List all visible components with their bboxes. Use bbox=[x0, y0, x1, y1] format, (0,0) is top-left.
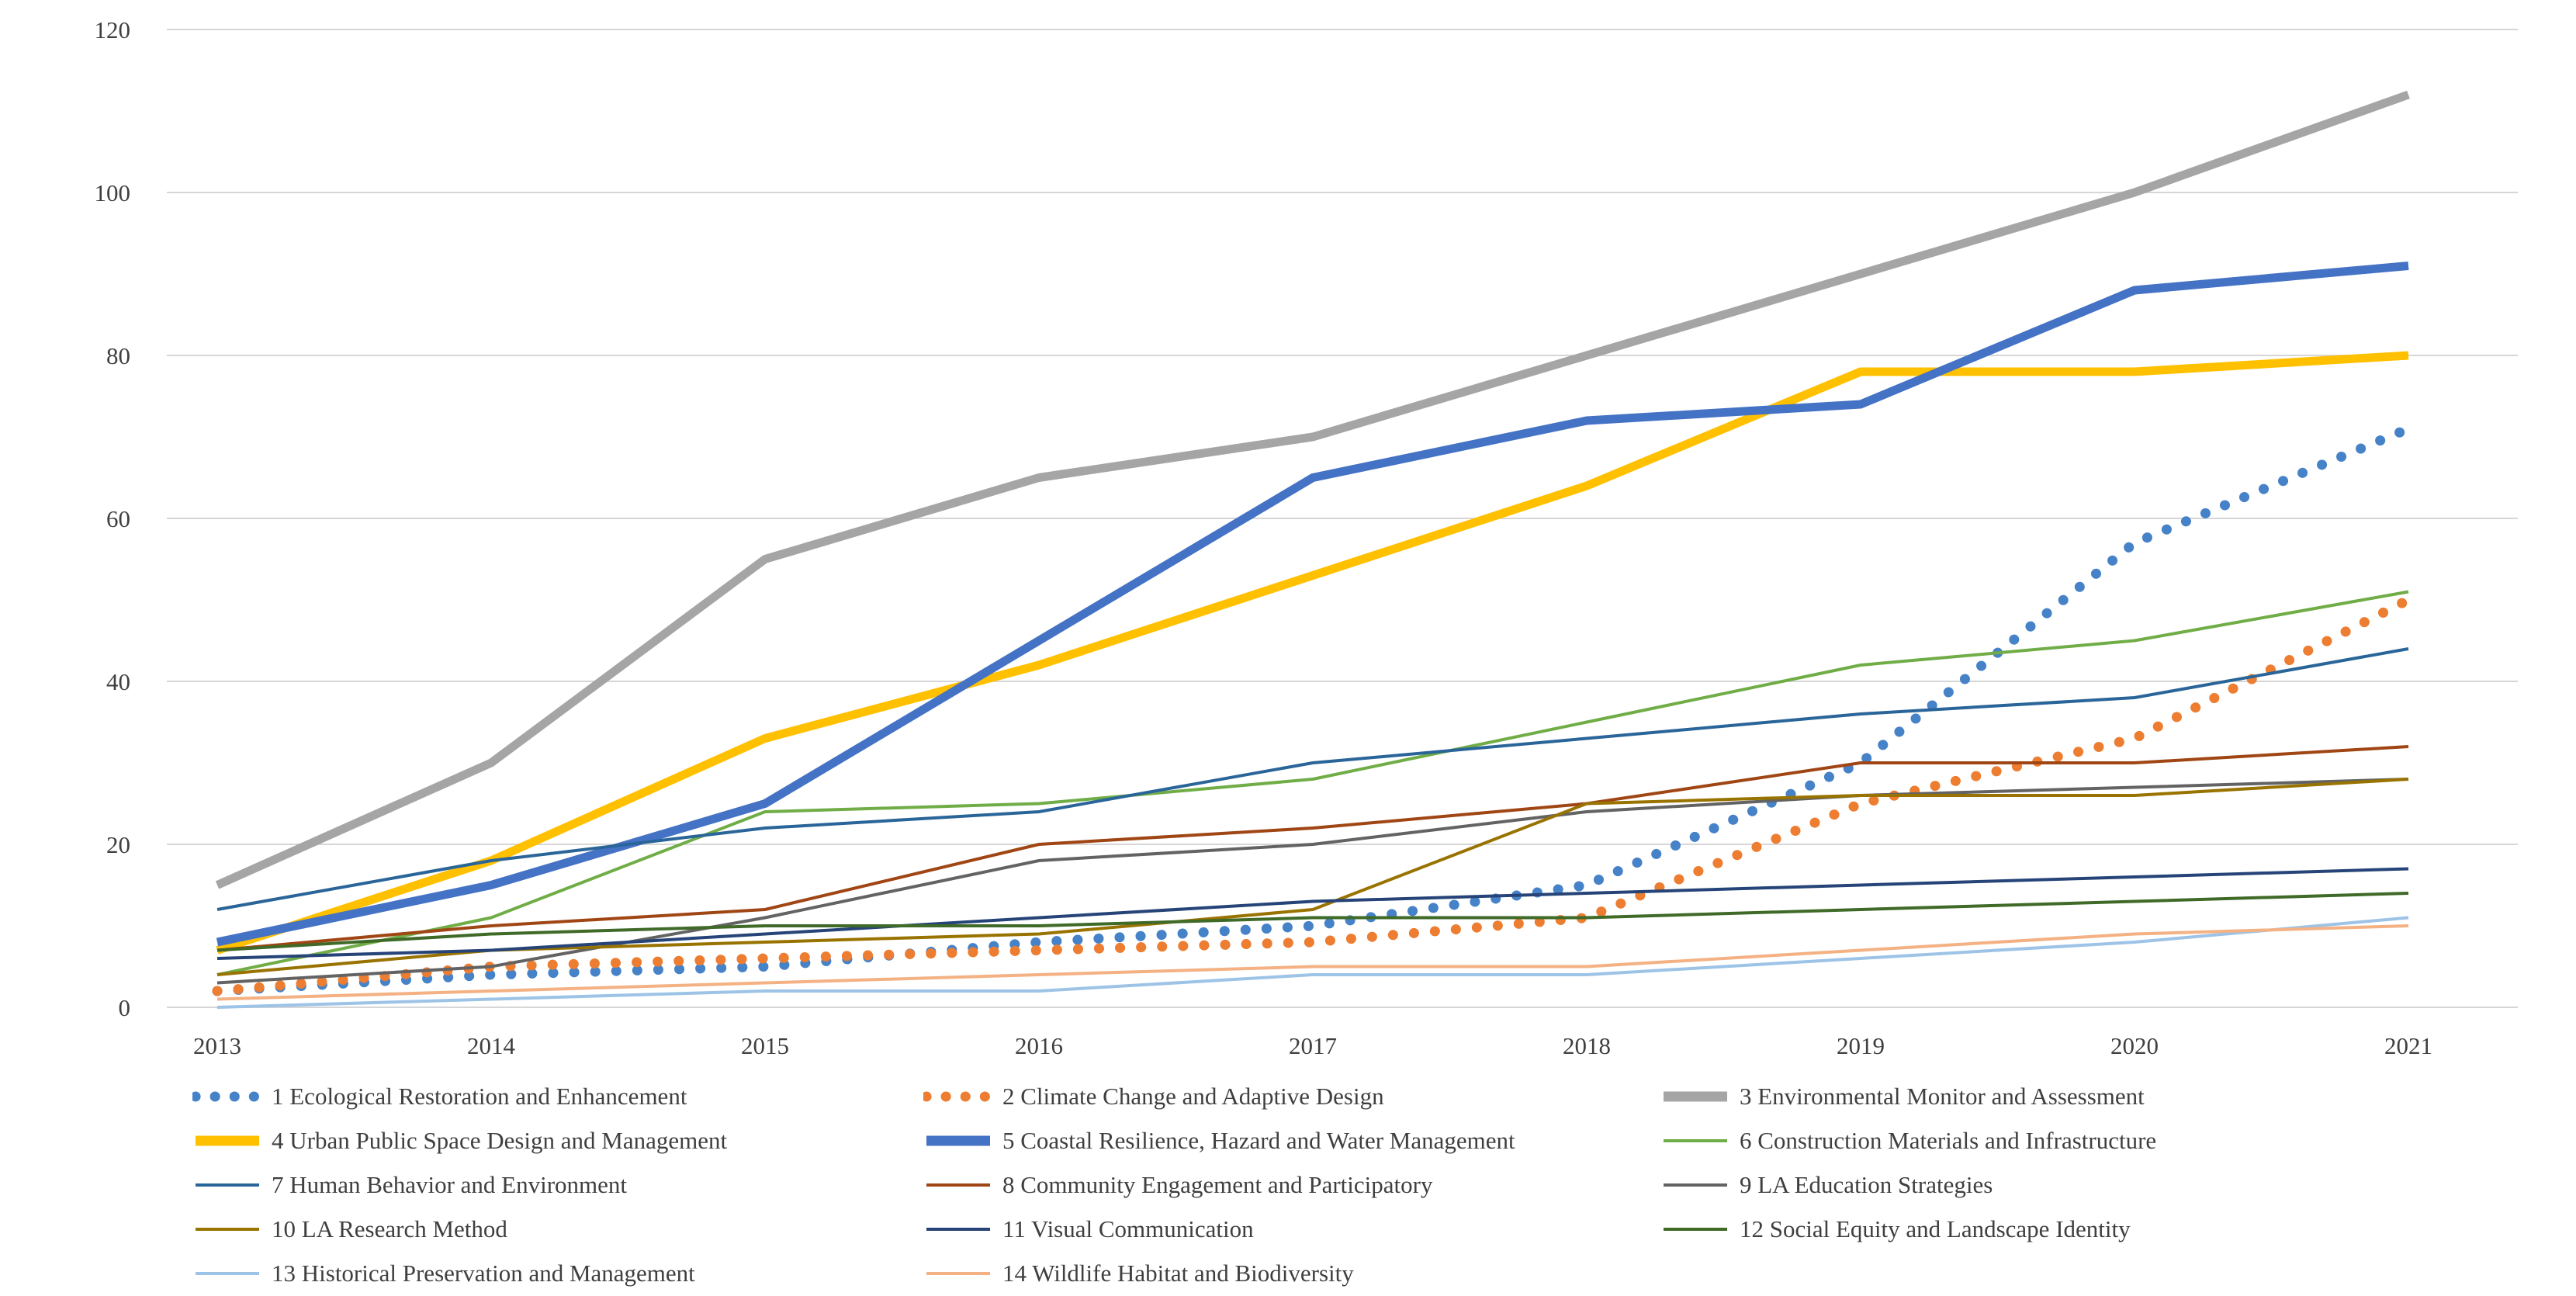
series-line bbox=[216, 778, 2409, 976]
legend-line-swatch-icon bbox=[1664, 1227, 1727, 1231]
y-axis-tick-label: 20 bbox=[106, 831, 130, 858]
x-axis-tick-label: 2019 bbox=[1837, 1032, 1885, 1059]
series-line bbox=[216, 351, 2409, 955]
legend-item: 2 Climate Change and Adaptive Design bbox=[923, 1084, 1660, 1108]
legend-label: 9 LA Education Strategies bbox=[1740, 1171, 1993, 1198]
legend-item: 5 Coastal Resilience, Hazard and Water M… bbox=[923, 1128, 1660, 1152]
y-axis-tick-label: 0 bbox=[119, 994, 131, 1021]
legend-line-swatch-icon bbox=[196, 1271, 259, 1275]
legend-label: 13 Historical Preservation and Managemen… bbox=[272, 1260, 695, 1287]
series-line bbox=[216, 745, 2409, 952]
series-line bbox=[215, 90, 2410, 889]
legend-label: 11 Visual Communication bbox=[1002, 1215, 1254, 1242]
legend-line-swatch-icon bbox=[926, 1183, 990, 1187]
series-line bbox=[216, 778, 2409, 985]
legend-label: 6 Construction Materials and Infrastruct… bbox=[1740, 1127, 2157, 1154]
legend-line-swatch-icon bbox=[923, 1091, 993, 1101]
x-axis-tick-label: 2020 bbox=[2110, 1032, 2159, 1059]
series-line bbox=[216, 924, 2409, 1001]
legend-line-swatch-icon bbox=[196, 1135, 259, 1145]
legend-label: 1 Ecological Restoration and Enhancement bbox=[272, 1083, 687, 1110]
y-axis-tick-label: 60 bbox=[106, 505, 130, 532]
legend-label: 14 Wildlife Habitat and Biodiversity bbox=[1002, 1260, 1354, 1287]
legend-line-swatch-icon bbox=[1664, 1138, 1727, 1142]
legend-label: 2 Climate Change and Adaptive Design bbox=[1002, 1083, 1384, 1110]
legend-label: 8 Community Engagement and Participatory bbox=[1002, 1171, 1433, 1198]
legend-label: 5 Coastal Resilience, Hazard and Water M… bbox=[1002, 1127, 1515, 1154]
legend-item: 12 Social Equity and Landscape Identity bbox=[1660, 1217, 2481, 1241]
legend-item: 6 Construction Materials and Infrastruct… bbox=[1660, 1128, 2481, 1152]
legend-item: 11 Visual Communication bbox=[923, 1217, 1660, 1241]
legend-item: 9 LA Education Strategies bbox=[1660, 1173, 2481, 1197]
series-line bbox=[216, 647, 2409, 911]
x-axis-tick-label: 2016 bbox=[1015, 1032, 1063, 1059]
legend-item: 13 Historical Preservation and Managemen… bbox=[192, 1261, 923, 1285]
legend-line-swatch-icon bbox=[196, 1227, 259, 1231]
legend-item: 1 Ecological Restoration and Enhancement bbox=[192, 1084, 923, 1108]
legend-item: 4 Urban Public Space Design and Manageme… bbox=[192, 1128, 923, 1152]
x-axis-tick-label: 2017 bbox=[1289, 1032, 1337, 1059]
series-line bbox=[216, 867, 2409, 960]
legend-item: 3 Environmental Monitor and Assessment bbox=[1660, 1084, 2481, 1108]
x-axis-tick-label: 2018 bbox=[1563, 1032, 1611, 1059]
legend-item: 8 Community Engagement and Participatory bbox=[923, 1173, 1660, 1197]
legend-label: 7 Human Behavior and Environment bbox=[272, 1171, 628, 1198]
legend-label: 4 Urban Public Space Design and Manageme… bbox=[272, 1127, 728, 1154]
series-line bbox=[216, 590, 2409, 976]
series-line bbox=[216, 916, 2409, 1009]
series-line bbox=[212, 594, 2414, 996]
legend-line-swatch-icon bbox=[1664, 1091, 1727, 1101]
legend-label: 12 Social Equity and Landscape Identity bbox=[1740, 1215, 2131, 1242]
legend-line-swatch-icon bbox=[926, 1227, 990, 1231]
legend-item: 7 Human Behavior and Environment bbox=[192, 1173, 923, 1197]
legend-item: 14 Wildlife Habitat and Biodiversity bbox=[923, 1261, 1660, 1285]
legend-line-swatch-icon bbox=[1664, 1183, 1727, 1187]
y-axis-tick-label: 80 bbox=[106, 342, 130, 369]
legend-line-swatch-icon bbox=[192, 1091, 262, 1101]
x-axis-tick-label: 2013 bbox=[193, 1032, 241, 1059]
legend-item: 10 LA Research Method bbox=[192, 1217, 923, 1241]
legend-line-swatch-icon bbox=[196, 1183, 259, 1187]
legend-label: 10 LA Research Method bbox=[272, 1215, 507, 1242]
legend-line-swatch-icon bbox=[926, 1135, 990, 1145]
x-axis-tick-label: 2021 bbox=[2384, 1032, 2432, 1059]
series-line bbox=[216, 262, 2409, 947]
x-axis-tick-label: 2015 bbox=[741, 1032, 789, 1059]
series-line bbox=[216, 892, 2409, 952]
y-axis-tick-label: 120 bbox=[95, 16, 131, 43]
series-line bbox=[212, 424, 2414, 996]
legend-label: 3 Environmental Monitor and Assessment bbox=[1740, 1083, 2145, 1110]
y-axis-tick-label: 40 bbox=[106, 668, 130, 695]
legend-line-swatch-icon bbox=[926, 1271, 990, 1275]
chart-legend: 1 Ecological Restoration and Enhancement… bbox=[192, 1074, 2481, 1295]
y-axis-tick-label: 100 bbox=[95, 179, 131, 206]
x-axis-tick-label: 2014 bbox=[467, 1032, 516, 1059]
